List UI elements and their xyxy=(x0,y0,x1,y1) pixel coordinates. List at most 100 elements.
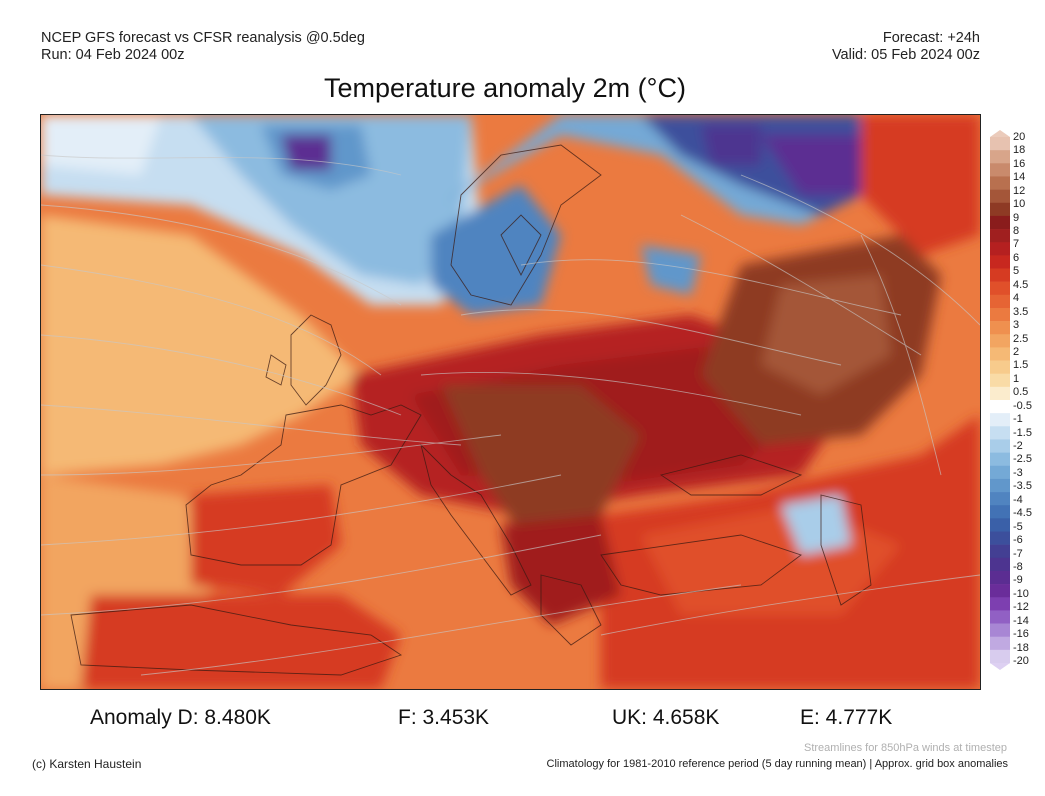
credit: (c) Karsten Haustein xyxy=(32,757,142,771)
colorbar-cell xyxy=(990,557,1010,572)
colorbar-tick-label: 12 xyxy=(1013,184,1026,197)
colorbar-tick-label: -8 xyxy=(1013,560,1023,573)
colorbar-cell xyxy=(990,531,1010,545)
run-info: NCEP GFS forecast vs CFSR reanalysis @0.… xyxy=(41,30,365,64)
colorbar-cell xyxy=(990,584,1010,598)
colorbar-cells xyxy=(990,137,1010,664)
map-graphic xyxy=(41,115,980,689)
colorbar-cell xyxy=(990,294,1010,309)
colorbar-cell xyxy=(990,478,1010,493)
colorbar-labels: 20 18 16 14 12 10 9 8 7 6 5 4.5 4 3.5 3 2.5 2 1.5 1 0.5 -0.5… xyxy=(1013,131,1045,667)
colorbar-tick-label: -2.5 xyxy=(1013,453,1032,466)
forecast-info: Forecast: +24h Valid: 05 Feb 2024 00z xyxy=(832,30,980,64)
colorbar-tick-label: -0.5 xyxy=(1013,399,1032,412)
colorbar-tick-label: -3 xyxy=(1013,466,1023,479)
anomaly-map xyxy=(40,114,981,690)
colorbar-cell xyxy=(990,242,1010,256)
colorbar-tick-label: 3.5 xyxy=(1013,305,1029,318)
colorbar-cell xyxy=(990,137,1010,151)
colorbar-tick-label: -3.5 xyxy=(1013,480,1032,493)
colorbar-cell xyxy=(990,281,1010,296)
colorbar-tick-label: -6 xyxy=(1013,534,1023,547)
colorbar-tick-label: 9 xyxy=(1013,211,1020,224)
colorbar-cell xyxy=(990,649,1010,664)
colorbar-tick-label: 10 xyxy=(1013,198,1026,211)
colorbar-tick-label: -7 xyxy=(1013,547,1023,560)
climatology-note: Climatology for 1981-2010 reference peri… xyxy=(546,758,1008,770)
colorbar-tick-label: 14 xyxy=(1013,171,1026,184)
colorbar-cell xyxy=(990,623,1010,637)
colorbar-cell xyxy=(990,636,1010,651)
colorbar-tick-label: 20 xyxy=(1013,131,1026,143)
colorbar-cell xyxy=(990,163,1010,177)
colorbar-cell xyxy=(990,307,1010,322)
colorbar-tick-label: 4 xyxy=(1013,292,1020,305)
colorbar-cell xyxy=(990,176,1010,190)
colorbar-cell xyxy=(990,413,1010,427)
colorbar-cell xyxy=(990,268,1010,282)
colorbar-tick-label: 1 xyxy=(1013,372,1020,385)
valid-time: Valid: 05 Feb 2024 00z xyxy=(831,47,980,63)
colorbar-cell xyxy=(990,202,1010,217)
colorbar-tick-label: 8 xyxy=(1013,225,1020,238)
colorbar-cell xyxy=(990,452,1010,467)
colorbar-tick-label: 7 xyxy=(1013,238,1020,251)
colorbar-tick-label: -1.5 xyxy=(1013,426,1032,439)
stat-uk: UK: 4.658K xyxy=(612,706,720,729)
colorbar-tick-label: -18 xyxy=(1013,641,1029,654)
colorbar-tick-label: 5 xyxy=(1013,265,1020,278)
colorbar-tick-label: 1.5 xyxy=(1013,359,1029,372)
colorbar-top-arrow xyxy=(990,130,1010,137)
colorbar-tick-label: -14 xyxy=(1013,614,1029,627)
colorbar-tick-label: -12 xyxy=(1013,601,1029,614)
streamline-note: Streamlines for 850hPa winds at timestep xyxy=(804,742,1007,754)
colorbar-cell xyxy=(990,544,1010,559)
map-title: Temperature anomaly 2m (°C) xyxy=(324,73,686,103)
colorbar-cell xyxy=(990,347,1010,361)
colorbar-cell xyxy=(990,255,1010,269)
coastlines xyxy=(70,144,872,676)
colorbar-cell xyxy=(990,465,1010,480)
colorbar-tick-label: -4.5 xyxy=(1013,507,1032,520)
colorbar-cell xyxy=(990,150,1010,164)
colorbar-tick-label: -20 xyxy=(1013,655,1029,667)
colorbar-cell xyxy=(990,229,1010,243)
colorbar-tick-label: -1 xyxy=(1013,413,1023,426)
anomaly-field xyxy=(41,115,980,689)
colorbar-cell xyxy=(990,426,1010,440)
colorbar-cell xyxy=(990,334,1010,348)
colorbar-cell xyxy=(990,492,1010,506)
anomaly-stats: Anomaly D: 8.480K F: 3.453K UK: 4.658K E… xyxy=(0,706,1045,732)
colorbar-cell xyxy=(990,400,1010,414)
colorbar-tick-label: -10 xyxy=(1013,587,1029,600)
stat-germany: Anomaly D: 8.480K xyxy=(90,706,271,729)
model-label: NCEP GFS forecast vs CFSR reanalysis @0.… xyxy=(41,30,365,46)
colorbar-tick-label: 18 xyxy=(1013,144,1026,157)
colorbar-tick-label: -4 xyxy=(1013,493,1023,506)
colorbar-cell xyxy=(990,215,1010,230)
colorbar-cell xyxy=(990,360,1010,374)
streamlines xyxy=(41,154,980,676)
colorbar-tick-label: 0.5 xyxy=(1013,386,1029,399)
run-time: Run: 04 Feb 2024 00z xyxy=(41,47,185,63)
colorbar-bottom-arrow xyxy=(990,663,1010,670)
colorbar-cell xyxy=(990,189,1010,204)
colorbar xyxy=(990,130,1010,670)
colorbar-tick-label: -9 xyxy=(1013,574,1023,587)
stat-france: F: 3.453K xyxy=(398,706,490,729)
colorbar-tick-label: -5 xyxy=(1013,520,1023,533)
colorbar-cell xyxy=(990,373,1010,388)
stat-spain: E: 4.777K xyxy=(800,706,893,729)
colorbar-tick-label: 2.5 xyxy=(1013,332,1029,345)
colorbar-cell xyxy=(990,570,1010,585)
forecast-hour: Forecast: +24h xyxy=(882,30,980,46)
colorbar-tick-label: 3 xyxy=(1013,319,1020,332)
colorbar-cell xyxy=(990,439,1010,453)
colorbar-tick-label: 4.5 xyxy=(1013,278,1029,291)
colorbar-cell xyxy=(990,610,1010,624)
colorbar-tick-label: 16 xyxy=(1013,157,1026,170)
colorbar-cell xyxy=(990,386,1010,401)
colorbar-cell xyxy=(990,505,1010,519)
colorbar-tick-label: -2 xyxy=(1013,440,1023,453)
colorbar-tick-label: -16 xyxy=(1013,628,1029,641)
